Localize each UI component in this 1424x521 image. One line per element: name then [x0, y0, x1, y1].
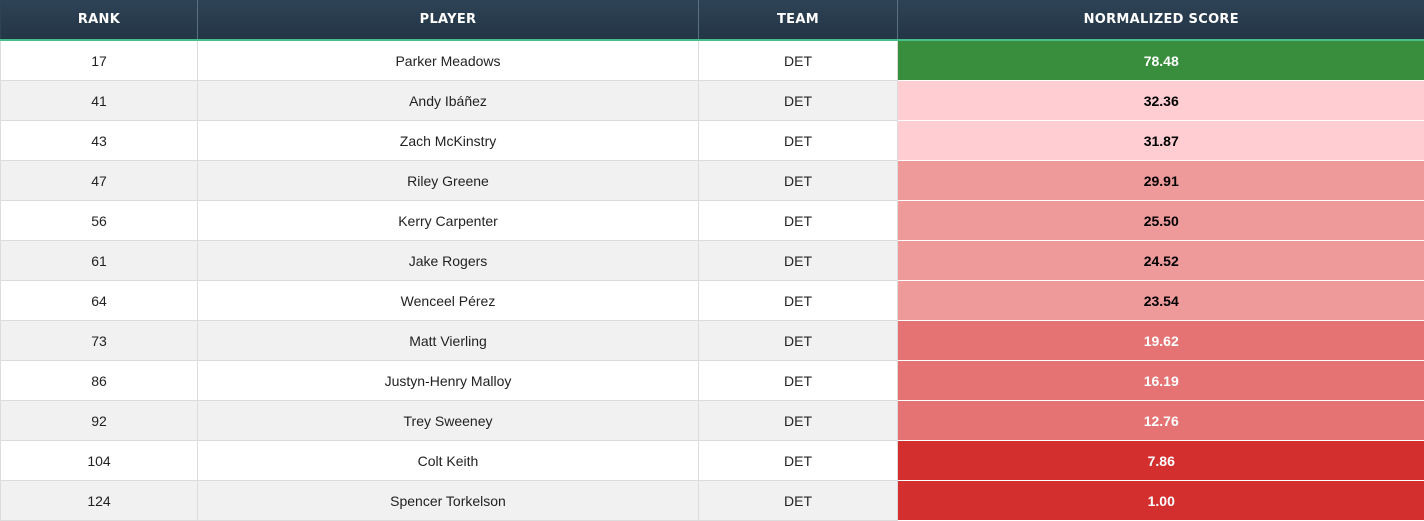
normalized-score-cell: 25.50 — [897, 200, 1424, 241]
team-cell: DET — [698, 320, 898, 361]
normalized-score-cell: 12.76 — [897, 400, 1424, 441]
rank-cell: 104 — [0, 440, 198, 481]
normalized-score-cell: 29.91 — [897, 160, 1424, 201]
team-cell: DET — [698, 440, 898, 481]
team-cell: DET — [698, 160, 898, 201]
table-row: 92 Trey Sweeney DET 12.76 — [0, 400, 1424, 441]
rank-cell: 61 — [0, 240, 198, 281]
normalized-score-cell: 16.19 — [897, 360, 1424, 401]
rank-cell: 17 — [0, 40, 198, 81]
rank-column-header[interactable]: RANK — [0, 0, 198, 41]
team-column-header[interactable]: TEAM — [698, 0, 898, 41]
table-row: 64 Wenceel Pérez DET 23.54 — [0, 280, 1424, 321]
normalized-score-cell: 32.36 — [897, 80, 1424, 121]
player-name-cell: Kerry Carpenter — [197, 200, 699, 241]
rank-cell: 124 — [0, 480, 198, 521]
player-name-cell: Jake Rogers — [197, 240, 699, 281]
team-cell: DET — [698, 40, 898, 81]
normalized-score-cell: 78.48 — [897, 40, 1424, 81]
normalized-score-column-header[interactable]: NORMALIZED SCORE — [897, 0, 1424, 41]
table-row: 47 Riley Greene DET 29.91 — [0, 160, 1424, 201]
team-cell: DET — [698, 360, 898, 401]
player-name-cell: Parker Meadows — [197, 40, 699, 81]
team-cell: DET — [698, 280, 898, 321]
player-name-cell: Andy Ibáñez — [197, 80, 699, 121]
table-row: 56 Kerry Carpenter DET 25.50 — [0, 200, 1424, 241]
table-row: 73 Matt Vierling DET 19.62 — [0, 320, 1424, 361]
team-cell: DET — [698, 120, 898, 161]
rank-cell: 86 — [0, 360, 198, 401]
table-row: 41 Andy Ibáñez DET 32.36 — [0, 80, 1424, 121]
rank-cell: 92 — [0, 400, 198, 441]
normalized-score-cell: 31.87 — [897, 120, 1424, 161]
player-name-cell: Zach McKinstry — [197, 120, 699, 161]
normalized-score-cell: 19.62 — [897, 320, 1424, 361]
table-body: 17 Parker Meadows DET 78.48 41 Andy Ibáñez DET… — [0, 40, 1424, 521]
player-name-cell: Trey Sweeney — [197, 400, 699, 441]
player-column-header[interactable]: PLAYER — [197, 0, 699, 41]
table-row: 104 Colt Keith DET 7.86 — [0, 440, 1424, 481]
normalized-score-cell: 7.86 — [897, 440, 1424, 481]
rank-cell: 73 — [0, 320, 198, 361]
table-header: RANK PLAYER TEAM NORMALIZED SCORE — [0, 0, 1424, 41]
team-cell: DET — [698, 240, 898, 281]
player-name-cell: Colt Keith — [197, 440, 699, 481]
header-row: RANK PLAYER TEAM NORMALIZED SCORE — [0, 0, 1424, 41]
rank-cell: 64 — [0, 280, 198, 321]
table-row: 86 Justyn-Henry Malloy DET 16.19 — [0, 360, 1424, 401]
table-row: 17 Parker Meadows DET 78.48 — [0, 40, 1424, 81]
normalized-score-cell: 23.54 — [897, 280, 1424, 321]
table-row: 61 Jake Rogers DET 24.52 — [0, 240, 1424, 281]
player-name-cell: Spencer Torkelson — [197, 480, 699, 521]
player-name-cell: Wenceel Pérez — [197, 280, 699, 321]
rank-cell: 56 — [0, 200, 198, 241]
team-cell: DET — [698, 480, 898, 521]
team-cell: DET — [698, 80, 898, 121]
normalized-score-cell: 24.52 — [897, 240, 1424, 281]
normalized-score-cell: 1.00 — [897, 480, 1424, 521]
table-row: 43 Zach McKinstry DET 31.87 — [0, 120, 1424, 161]
rank-cell: 43 — [0, 120, 198, 161]
team-cell: DET — [698, 200, 898, 241]
rank-cell: 41 — [0, 80, 198, 121]
player-name-cell: Justyn-Henry Malloy — [197, 360, 699, 401]
player-name-cell: Matt Vierling — [197, 320, 699, 361]
player-name-cell: Riley Greene — [197, 160, 699, 201]
rank-cell: 47 — [0, 160, 198, 201]
team-cell: DET — [698, 400, 898, 441]
table-row: 124 Spencer Torkelson DET 1.00 — [0, 480, 1424, 521]
